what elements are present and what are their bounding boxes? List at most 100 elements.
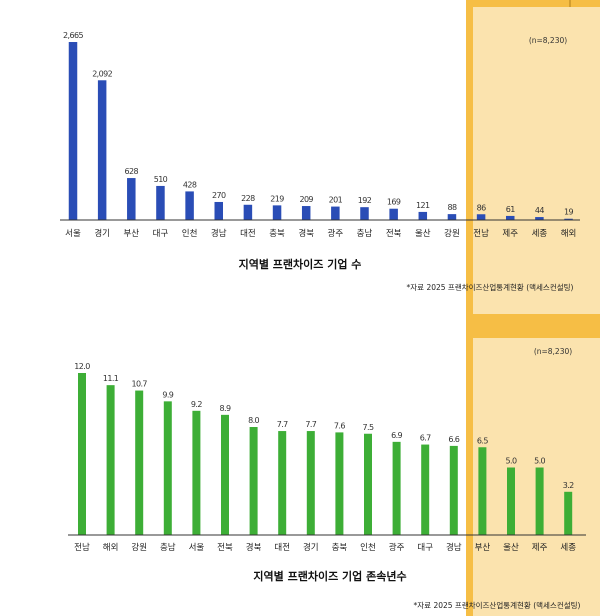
sample-size-note: (n=8,230) xyxy=(534,347,572,356)
bar-세종 xyxy=(535,217,544,220)
data-label: 228 xyxy=(241,194,255,203)
data-label: 169 xyxy=(387,198,401,207)
bar-충남 xyxy=(360,207,369,220)
category-label: 충북 xyxy=(332,543,348,553)
data-label: 10.7 xyxy=(131,380,147,389)
data-label: 7.7 xyxy=(277,420,288,429)
chart-title: 지역별 프랜차이즈 기업 존속년수 xyxy=(253,569,406,583)
category-label: 세종 xyxy=(532,229,548,239)
data-label: 61 xyxy=(506,205,515,214)
category-label: 경남 xyxy=(211,228,227,239)
bar-경남 xyxy=(449,445,458,535)
bar-경남 xyxy=(214,201,223,220)
bar-전남 xyxy=(476,214,486,220)
data-label: 121 xyxy=(416,201,430,210)
category-label: 경기 xyxy=(94,228,110,239)
category-label: 인천 xyxy=(360,542,376,553)
bar-서울 xyxy=(68,42,78,221)
bar-부산 xyxy=(478,447,487,535)
bar-강원 xyxy=(447,214,457,220)
bar-세종 xyxy=(564,491,573,535)
category-label: 광주 xyxy=(389,542,405,553)
bar-강원 xyxy=(135,390,144,535)
category-label: 강원 xyxy=(444,228,460,239)
bar-울산 xyxy=(418,211,428,220)
category-label: 서울 xyxy=(65,229,81,239)
bar-대전 xyxy=(278,431,287,535)
data-label: 44 xyxy=(535,206,544,215)
data-label: 628 xyxy=(125,167,139,176)
category-label: 울산 xyxy=(415,228,431,239)
data-label: 8.9 xyxy=(220,404,231,413)
data-label: 3.2 xyxy=(563,481,574,490)
category-label: 충남 xyxy=(160,543,176,553)
data-label: 9.2 xyxy=(191,400,202,409)
category-label: 충북 xyxy=(269,229,285,239)
bar-대전 xyxy=(243,204,253,220)
category-label: 부산 xyxy=(123,228,139,239)
bar-경기 xyxy=(97,80,107,220)
bar-인천 xyxy=(364,433,372,535)
bar-대구 xyxy=(421,444,430,535)
data-label: 19 xyxy=(564,208,573,217)
data-label: 510 xyxy=(154,175,168,184)
category-label: 해외 xyxy=(561,228,577,239)
bar-광주 xyxy=(331,206,340,220)
data-label: 270 xyxy=(212,191,226,200)
category-label: 전북 xyxy=(386,228,402,239)
bar-경북 xyxy=(301,206,311,220)
bar-전남 xyxy=(78,373,86,535)
data-label: 219 xyxy=(270,194,284,203)
data-label: 6.7 xyxy=(420,434,431,443)
data-label: 7.6 xyxy=(334,421,345,430)
bar-충북 xyxy=(335,432,344,535)
bar-충북 xyxy=(272,205,282,220)
data-label: 201 xyxy=(329,196,343,205)
bar-울산 xyxy=(507,467,515,535)
data-label: 6.9 xyxy=(391,431,402,440)
category-label: 제주 xyxy=(532,543,548,553)
bar-전북 xyxy=(389,208,398,220)
category-label: 경북 xyxy=(246,542,262,553)
data-label: 11.1 xyxy=(103,374,119,383)
category-label: 대구 xyxy=(417,543,433,553)
data-label: 209 xyxy=(299,195,313,204)
bar-충남 xyxy=(163,401,172,535)
category-label: 전북 xyxy=(217,542,233,553)
data-label: 2,665 xyxy=(63,31,83,40)
category-label: 충남 xyxy=(357,229,373,239)
category-label: 해외 xyxy=(103,542,119,553)
bar-부산 xyxy=(127,178,136,220)
category-label: 인천 xyxy=(182,228,198,239)
data-label: 2,092 xyxy=(92,69,112,78)
highlight-band-upper-inner xyxy=(473,7,600,314)
category-label: 대전 xyxy=(274,542,290,553)
data-label: 86 xyxy=(477,203,486,212)
data-label: 88 xyxy=(447,203,456,212)
bar-경북 xyxy=(249,427,258,535)
data-label: 9.9 xyxy=(162,390,173,399)
category-label: 경북 xyxy=(298,228,314,239)
category-label: 제주 xyxy=(502,229,518,239)
category-label: 경남 xyxy=(446,542,462,553)
data-label: 8.0 xyxy=(248,416,259,425)
chart-title: 지역별 프랜차이즈 기업 수 xyxy=(239,257,362,271)
category-label: 부산 xyxy=(475,542,491,553)
data-label: 5.0 xyxy=(534,457,545,466)
category-label: 서울 xyxy=(189,543,205,553)
bar-서울 xyxy=(192,410,201,535)
region-franchise-duration-chart: 12.0 11.1 10.7 9.9 9.2 8.9 8.0 7.7 7.7 7.6 7.5 6.9 6… xyxy=(68,347,586,610)
bar-대구 xyxy=(156,185,165,220)
category-label: 전남 xyxy=(473,228,489,239)
source-note: *자료 2025 프랜차이즈산업통계현황 (맥세스컨설팅) xyxy=(407,282,574,292)
bar-해외 xyxy=(564,218,573,220)
bar-제주 xyxy=(535,467,544,535)
bar-광주 xyxy=(392,441,401,535)
data-label: 5.0 xyxy=(506,457,517,466)
bar-전북 xyxy=(221,414,229,535)
data-label: 192 xyxy=(358,196,372,205)
bar-경기 xyxy=(306,431,315,535)
source-note: *자료 2025 프랜차이즈산업통계현황 (맥세스컨설팅) xyxy=(414,600,581,610)
category-label: 광주 xyxy=(328,228,344,239)
